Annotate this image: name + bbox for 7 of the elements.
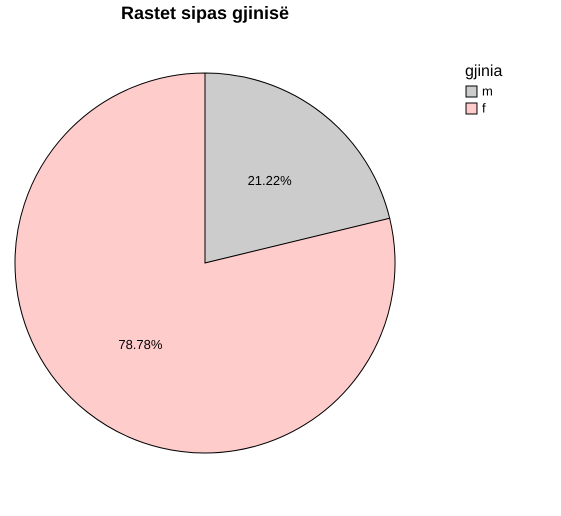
data-label: 21.22% <box>248 172 292 188</box>
chart-title: Rastet sipas gjinisë <box>120 3 290 23</box>
legend-label: f <box>482 100 486 116</box>
pie-slice <box>14 72 396 454</box>
legend-title: gjinia <box>465 63 502 80</box>
data-label: 78.78% <box>118 337 163 352</box>
legend-label: m <box>482 84 493 98</box>
